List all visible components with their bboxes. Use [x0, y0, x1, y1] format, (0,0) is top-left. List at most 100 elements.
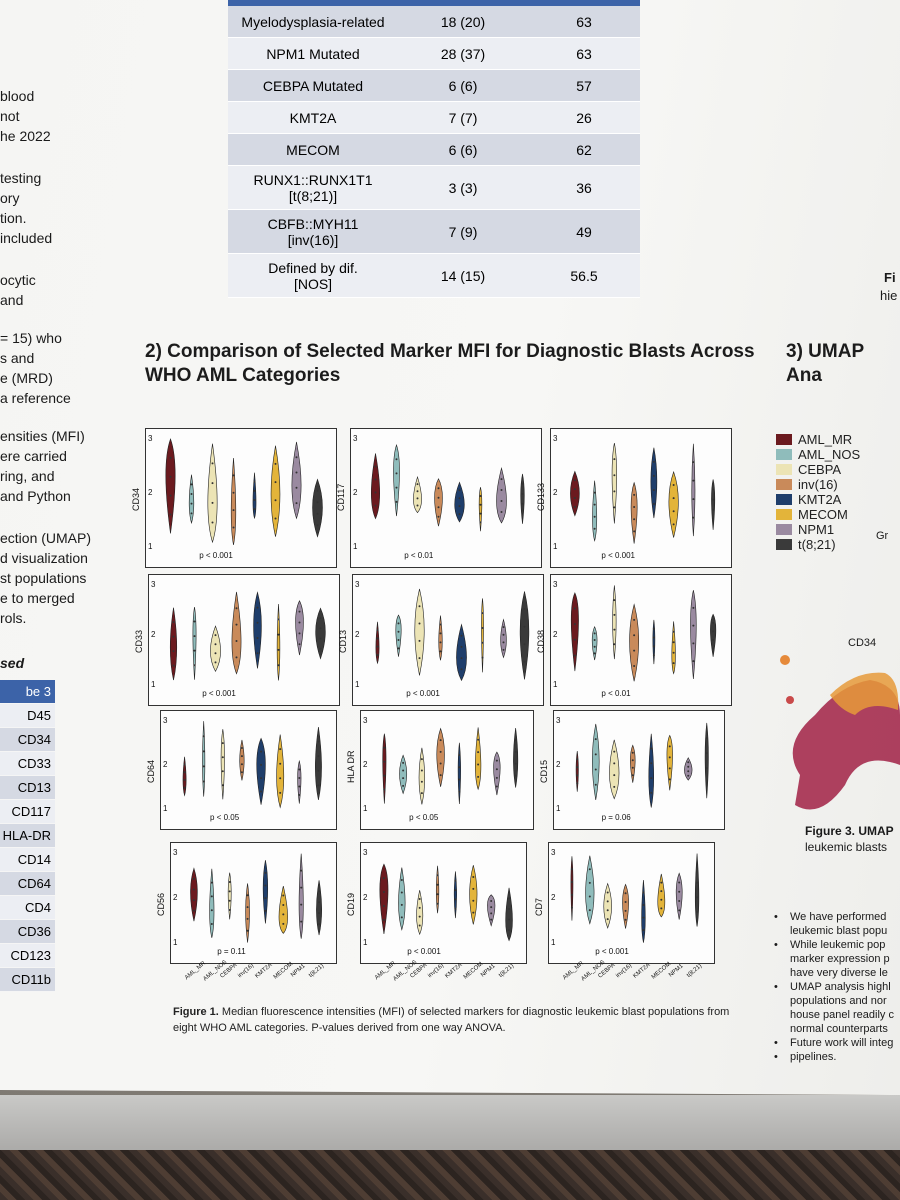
violin-point — [282, 894, 285, 897]
violin-point — [282, 922, 285, 925]
violin-point — [300, 920, 303, 923]
y-tick-label: 2 — [355, 630, 360, 639]
violin-t-8-21- — [312, 478, 323, 538]
violin-point — [490, 906, 493, 909]
violin-point — [439, 641, 442, 644]
violin-point — [295, 456, 298, 459]
violin-point — [183, 786, 186, 789]
violin-mecom — [469, 865, 478, 925]
y-tick-label: 1 — [363, 938, 368, 947]
y-tick-label: 1 — [151, 680, 156, 689]
violin-point — [642, 891, 645, 894]
violin-point — [382, 891, 385, 894]
violin-point — [692, 498, 695, 501]
violin-npm1 — [675, 872, 683, 920]
y-tick-label: 3 — [163, 716, 168, 725]
violin-point — [573, 607, 576, 610]
bullet-line: • We have performed — [770, 910, 894, 924]
violin-point — [228, 890, 231, 893]
violin-point — [228, 899, 231, 902]
table-row: Defined by dif. [NOS] 14 (15) 56.5 — [228, 253, 640, 298]
violin-point — [298, 785, 301, 788]
violin-point — [573, 479, 576, 482]
violin-point — [692, 624, 695, 627]
y-axis-label: CD38 — [536, 629, 546, 653]
violin-point — [696, 896, 699, 899]
y-tick-label: 3 — [353, 434, 358, 443]
violin-point — [418, 924, 421, 927]
y-tick-label: 1 — [556, 804, 561, 813]
violin-point — [439, 762, 442, 765]
violin-point — [260, 790, 263, 793]
violin-point — [400, 903, 403, 906]
violin-point — [228, 909, 231, 912]
x-tick-label: KMT2A — [254, 962, 275, 980]
violin-panel: 3 2 1 p < 0.05 — [160, 710, 337, 830]
violin-point — [588, 881, 591, 884]
violin-point — [672, 630, 675, 633]
violin-point — [500, 500, 503, 503]
violin-point — [481, 626, 484, 629]
violin-point — [502, 648, 505, 651]
violin-point — [383, 760, 386, 763]
violin-kmt2a — [652, 619, 656, 665]
violin-point — [458, 489, 461, 492]
y-tick-label: 2 — [163, 760, 168, 769]
violin-point — [214, 643, 217, 646]
y-tick-label: 2 — [151, 630, 156, 639]
violin-point — [458, 778, 461, 781]
violin-aml-mr — [165, 438, 176, 534]
violin-point — [279, 762, 282, 765]
violin-point — [495, 768, 498, 771]
violin-point — [642, 929, 645, 932]
violin-point — [317, 755, 320, 758]
violin-point — [514, 738, 517, 741]
violin-point — [652, 460, 655, 463]
violin-kmt2a — [456, 623, 467, 682]
table-cell: 62 — [528, 133, 640, 166]
violin-point — [593, 645, 596, 648]
left-text-line: s and — [0, 350, 35, 366]
bullet-line: leukemic blast popu — [770, 924, 894, 938]
y-axis-label: CD117 — [336, 483, 346, 511]
left-text-line: and Python — [0, 488, 71, 504]
violin-mecom — [276, 604, 281, 681]
violin-point — [458, 790, 461, 793]
y-axis-label: CD15 — [539, 759, 549, 783]
violin-point — [458, 513, 461, 516]
violin-point — [606, 909, 609, 912]
violin-aml-mr — [570, 592, 579, 672]
violin-point — [211, 501, 214, 504]
y-tick-label: 3 — [551, 848, 556, 857]
violin-point — [221, 742, 224, 745]
figure2-cut-gr: Gr — [876, 530, 889, 542]
violin-point — [687, 770, 690, 773]
violin-point — [400, 916, 403, 919]
legend-label: inv(16) — [798, 477, 838, 492]
violin-point — [570, 906, 573, 909]
legend-swatch — [776, 509, 792, 520]
violin-cebpa — [414, 588, 425, 676]
violin-aml-nos — [592, 723, 600, 800]
violin-point — [660, 890, 663, 893]
violin-point — [374, 491, 377, 494]
violin-point — [514, 762, 517, 765]
violin-point — [576, 758, 579, 761]
violin-point — [573, 654, 576, 657]
left-text-line: tion. — [0, 210, 27, 226]
violin-aml-nos — [188, 474, 195, 525]
violin-point — [477, 775, 480, 778]
violin-npm1 — [690, 590, 697, 679]
violin-point — [460, 645, 463, 648]
violin-point — [437, 515, 440, 518]
violin-svg — [190, 853, 323, 943]
violin-point — [672, 651, 675, 654]
violin-t-8-21- — [519, 591, 530, 680]
x-tick-label: KMT2A — [444, 962, 465, 980]
violin-point — [472, 899, 475, 902]
violin-point — [210, 895, 213, 898]
y-tick-label: 3 — [553, 580, 558, 589]
violin-point — [477, 763, 480, 766]
violin-point — [593, 527, 596, 530]
bullet-line: normal counterparts — [770, 1022, 894, 1036]
